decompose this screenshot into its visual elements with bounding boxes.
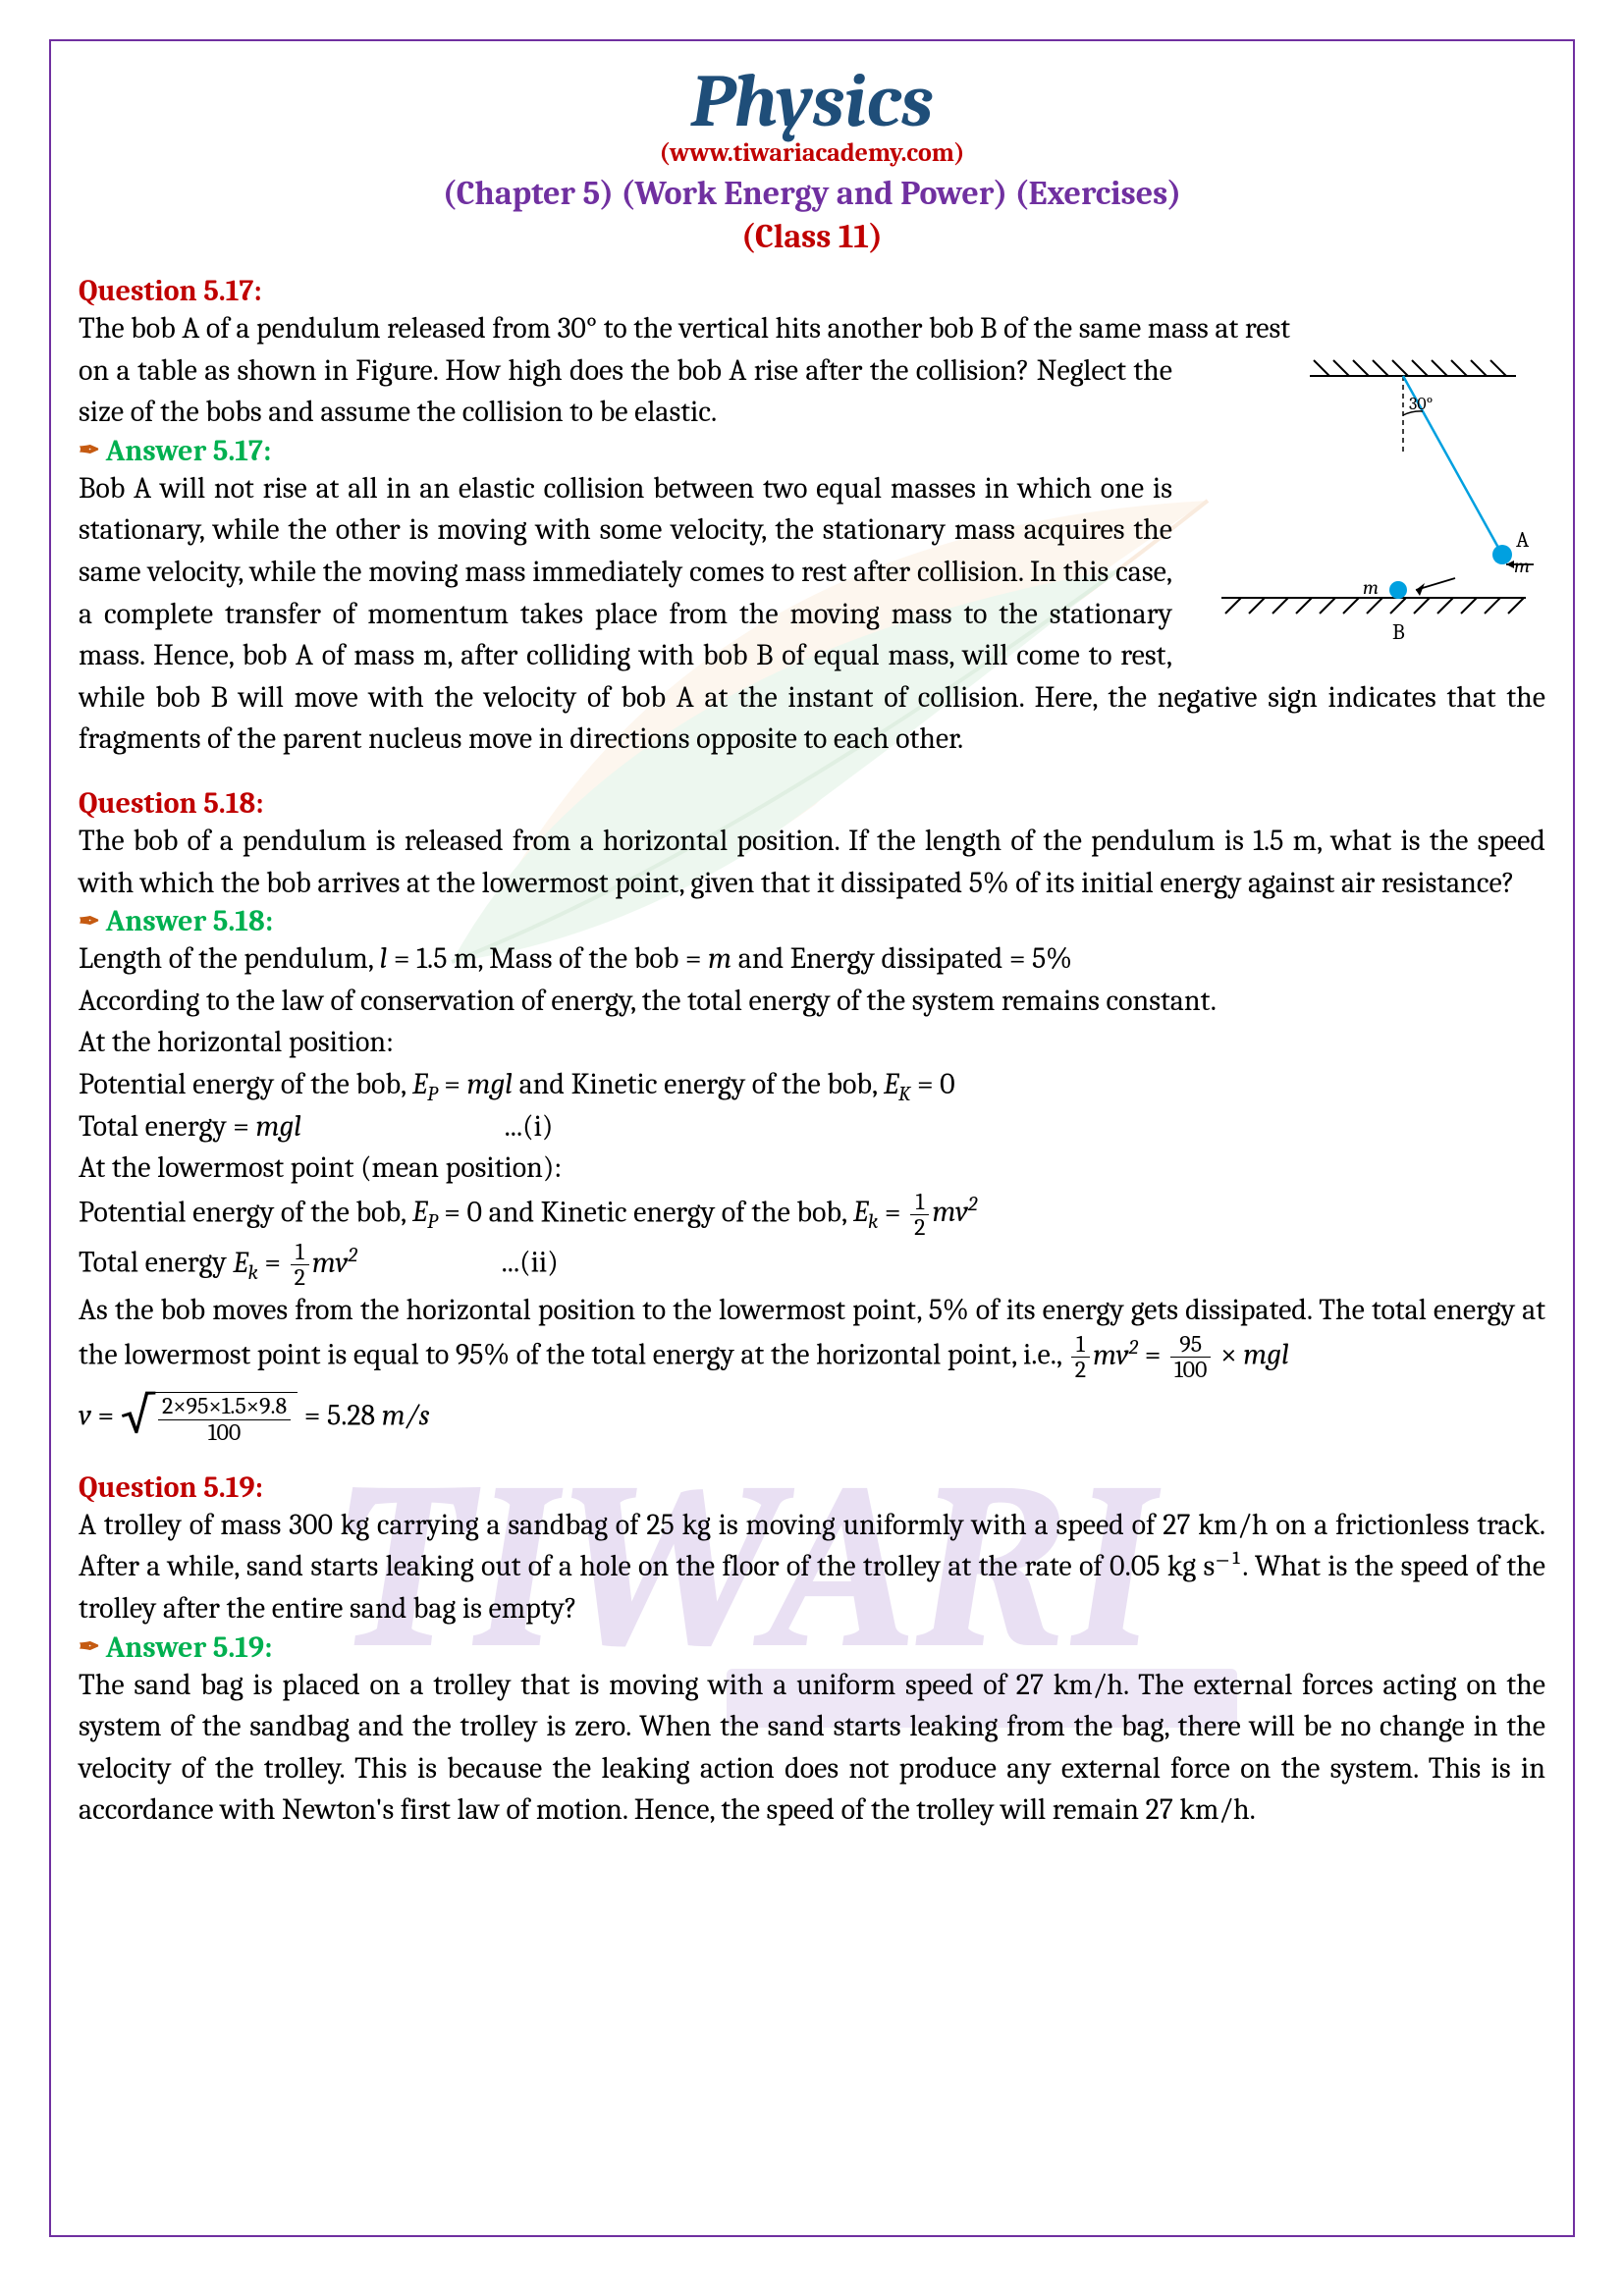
question-5-18: Question 5.18: The bob of a pendulum is … bbox=[79, 786, 1545, 1445]
answer-label: ✒ Answer 5.17: bbox=[79, 434, 271, 468]
question-label: Question 5.19: bbox=[79, 1470, 1545, 1505]
answer-line-7: Potential energy of the bob, EP = 0 and … bbox=[79, 1190, 1545, 1240]
page-header: Physics (www.tiwariacademy.com) (Chapter… bbox=[79, 59, 1545, 256]
answer-label-text: Answer 5.19: bbox=[106, 1630, 273, 1665]
feather-icon: ✒ bbox=[79, 436, 100, 465]
feather-icon: ✒ bbox=[79, 1632, 100, 1662]
answer-line-4: Potential energy of the bob, EP = mgl an… bbox=[79, 1064, 1545, 1106]
question-5-17: Question 5.17: The bob A of a pendulum r… bbox=[79, 274, 1545, 761]
answer-line-5: Total energy = mgl ...(i) bbox=[79, 1106, 1545, 1148]
question-text: The bob of a pendulum is released from a… bbox=[79, 821, 1545, 904]
question-label: Question 5.17: bbox=[79, 274, 1545, 308]
class-heading: (Class 11) bbox=[79, 217, 1545, 256]
svg-text:A: A bbox=[1516, 527, 1530, 553]
feather-icon: ✒ bbox=[79, 907, 100, 936]
svg-text:30°: 30° bbox=[1409, 394, 1433, 414]
question-text: A trolley of mass 300 kg carrying a sand… bbox=[79, 1505, 1545, 1630]
answer-line-10: v = √2×95×1.5×9.8100 = 5.28 m/s bbox=[79, 1392, 1545, 1444]
answer-line-2: According to the law of conservation of … bbox=[79, 981, 1545, 1023]
answer-line-1: Length of the pendulum, l = 1.5 m, Mass … bbox=[79, 938, 1545, 981]
subject-title: Physics bbox=[79, 59, 1545, 144]
site-link[interactable]: (www.tiwariacademy.com) bbox=[79, 138, 1545, 168]
answer-label: ✒ Answer 5.18: bbox=[79, 904, 273, 938]
question-text-lead: The bob A of a pendulum released from 30… bbox=[79, 308, 1545, 350]
answer-line-6: At the lowermost point (mean position): bbox=[79, 1148, 1545, 1190]
question-5-19: Question 5.19: A trolley of mass 300 kg … bbox=[79, 1470, 1545, 1832]
svg-text:B: B bbox=[1392, 619, 1405, 645]
answer-line-9: As the bob moves from the horizontal pos… bbox=[79, 1290, 1545, 1382]
answer-line-8: Total energy Ek = 12mv2 ...(ii) bbox=[79, 1240, 1545, 1290]
answer-text: The sand bag is placed on a trolley that… bbox=[79, 1665, 1545, 1832]
answer-label: ✒ Answer 5.19: bbox=[79, 1630, 272, 1665]
svg-text:m: m bbox=[1514, 555, 1530, 577]
pendulum-figure: 30° A m m bbox=[1192, 354, 1545, 649]
chapter-heading: (Chapter 5) (Work Energy and Power) (Exe… bbox=[79, 174, 1545, 213]
answer-label-text: Answer 5.18: bbox=[106, 904, 273, 938]
answer-line-3: At the horizontal position: bbox=[79, 1022, 1545, 1064]
question-label: Question 5.18: bbox=[79, 786, 1545, 821]
answer-label-text: Answer 5.17: bbox=[106, 434, 271, 468]
svg-text:m: m bbox=[1363, 576, 1379, 599]
page-content: Physics (www.tiwariacademy.com) (Chapter… bbox=[0, 0, 1624, 1871]
